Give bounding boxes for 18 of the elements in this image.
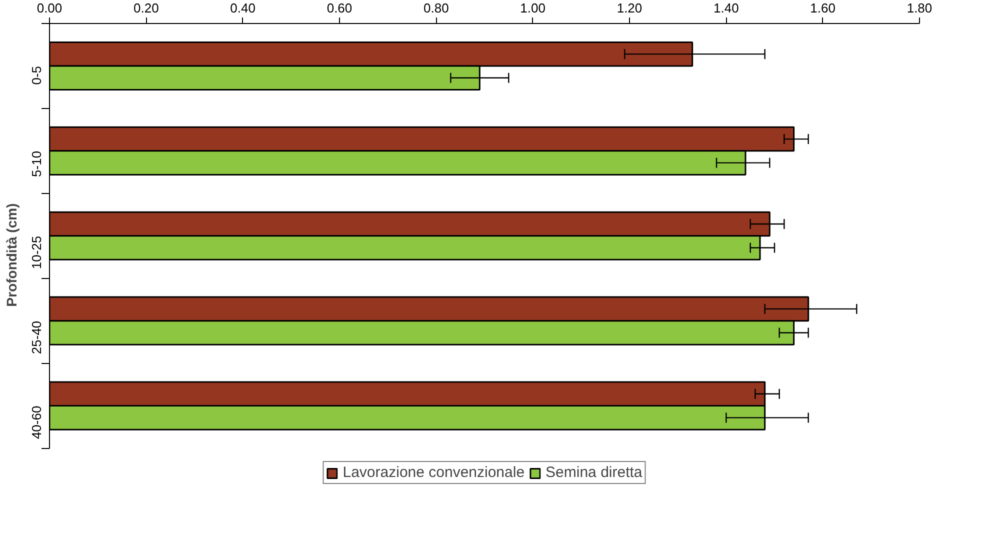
x-tick-label: 0.00: [36, 0, 62, 16]
x-tick-label: 1.80: [906, 0, 932, 16]
x-tick-label: 1.60: [810, 0, 836, 16]
x-tick-label: 1.00: [520, 0, 546, 16]
y-tick-label: 5-10: [29, 150, 44, 177]
x-tick-label: 0.80: [424, 0, 449, 16]
y-tick-label: 0-5: [29, 66, 44, 85]
x-tick-label: 1.40: [714, 0, 739, 16]
legend-label: Semina diretta: [546, 464, 642, 481]
x-tick-label: 0.20: [134, 0, 159, 16]
x-tick-label: 0.60: [326, 0, 352, 16]
y-tick-label: 10-25: [29, 236, 44, 270]
y-tick-label: 25-40: [29, 320, 44, 354]
x-tick-label: 0.40: [230, 0, 256, 16]
x-tick-label: 1.20: [616, 0, 642, 16]
y-axis-title: Profondità (cm): [4, 203, 20, 307]
y-tick-label: 40-60: [29, 406, 44, 440]
legend-label: Lavorazione convenzionale: [342, 464, 525, 481]
